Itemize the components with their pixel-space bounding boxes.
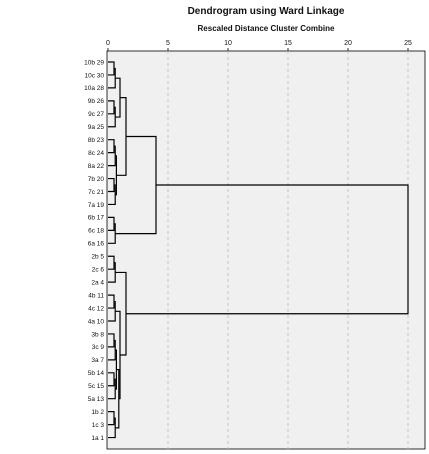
- plot-area: [106, 50, 426, 450]
- tick-label: 0: [106, 40, 110, 47]
- leaf-label: 7a 19: [88, 202, 105, 209]
- leaf-label: 10a 28: [84, 85, 104, 92]
- leaf-label: 6c 18: [88, 228, 104, 235]
- leaf-label: 6b 17: [88, 215, 105, 222]
- leaf-label: 9b 26: [88, 98, 105, 105]
- leaf-label: 10b 29: [84, 59, 104, 66]
- tick-label: 25: [404, 40, 412, 47]
- chart-title: Dendrogram using Ward Linkage: [187, 6, 345, 17]
- leaf-label: 4c 12: [88, 305, 104, 312]
- leaf-label: 7c 21: [88, 189, 104, 196]
- leaf-label: 4a 10: [88, 318, 105, 325]
- dendrogram-link: [126, 184, 409, 315]
- tick-label: 15: [284, 40, 292, 47]
- leaf-label: 6a 16: [88, 241, 105, 248]
- leaf-label: 2b 5: [91, 254, 104, 261]
- tick-label: 10: [224, 40, 232, 47]
- leaf-label: 7b 20: [88, 176, 105, 183]
- leaf-label: 4b 11: [88, 292, 104, 299]
- leaf-label: 2a 4: [91, 279, 104, 286]
- leaf-label: 3b 8: [91, 331, 104, 338]
- leaf-label: 3c 9: [92, 344, 105, 351]
- leaf-label: 5a 13: [88, 396, 105, 403]
- leaf-label: 1a 1: [91, 435, 104, 442]
- leaf-label: 2c 6: [92, 267, 105, 274]
- leaf-label: 3a 7: [91, 357, 104, 364]
- leaf-label: 1b 2: [91, 409, 104, 416]
- leaf-label: 8a 22: [88, 163, 105, 170]
- chart-subtitle: Rescaled Distance Cluster Combine: [197, 24, 335, 33]
- leaf-label: 9a 25: [88, 124, 105, 131]
- leaf-label: 9c 27: [88, 111, 104, 118]
- leaf-label: 8c 24: [88, 150, 104, 157]
- leaf-label: 5b 14: [88, 370, 105, 377]
- leaf-label: 8b 23: [88, 137, 105, 144]
- tick-label: 20: [344, 40, 352, 47]
- leaf-label: 1c 3: [92, 422, 105, 429]
- leaf-label: 5c 15: [88, 383, 104, 390]
- leaf-label: 10c 30: [84, 72, 104, 79]
- tick-label: 5: [166, 40, 170, 47]
